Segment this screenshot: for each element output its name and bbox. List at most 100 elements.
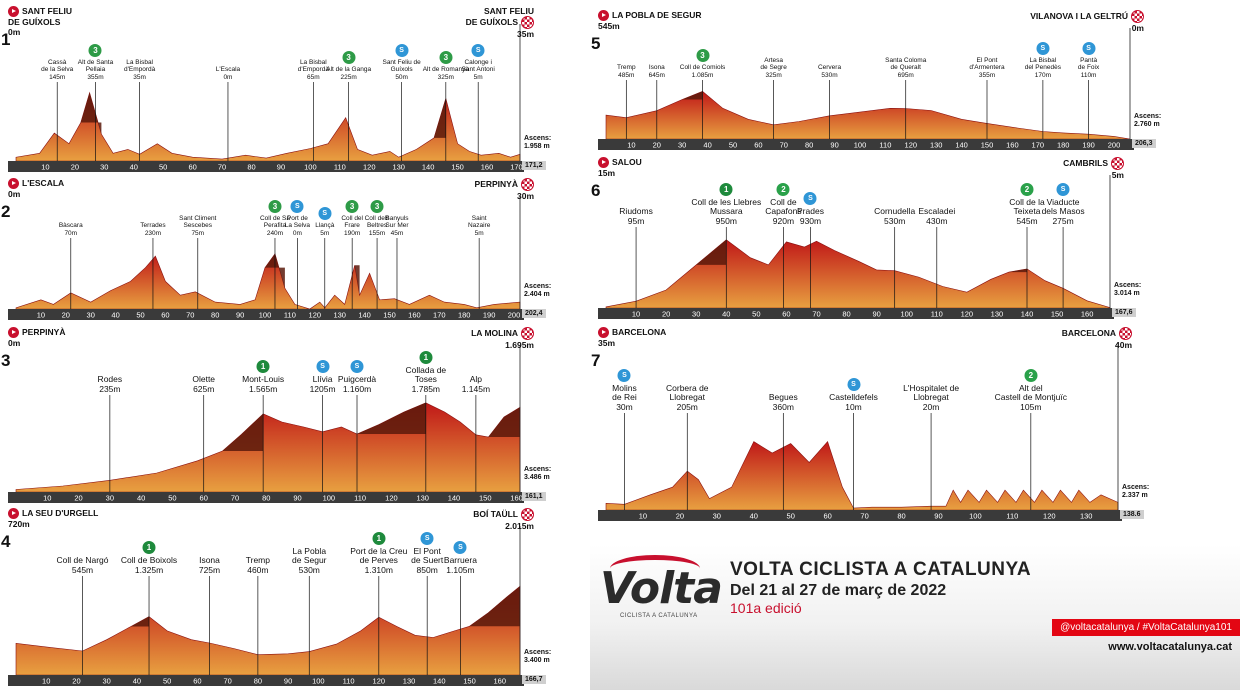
location-label: Cassà de la Selva 145m: [41, 58, 74, 81]
km-tick-label: 140: [955, 141, 968, 150]
profile-area: [605, 239, 1111, 309]
km-tick-label: 160: [510, 494, 523, 503]
location-label: Collada de Toses 1.785m: [405, 364, 447, 394]
stage-7-profile: 10 20 30 40 50 60 70 80 90 100 110 120 130 Molins de …: [591, 327, 1168, 521]
km-tick-label: 50: [136, 311, 144, 320]
ascent-total: Ascens: 1.958 m: [524, 135, 551, 151]
location-label: Coll de Capafons 920m: [765, 196, 802, 226]
km-tick-label: 100: [854, 141, 867, 150]
km-tick-label: 50: [752, 310, 760, 319]
km-tick-label: 50: [159, 163, 167, 172]
stage-2-profile: 10 20 30 40 50 60 70 80 90 100 110 120 130 140 150 160 1…: [1, 178, 570, 320]
km-tick-label: 40: [111, 311, 119, 320]
stage-number: 3: [1, 351, 11, 370]
km-tick-label: 10: [639, 512, 647, 521]
km-tick-label: 40: [137, 494, 145, 503]
sprint-icon: S: [617, 368, 631, 382]
start-town: LA SEU D'URGELL 720m: [8, 508, 98, 529]
finish-name: CAMBRILS: [1063, 157, 1108, 168]
start-town: BARCELONA 35m: [598, 327, 666, 348]
climb-category-icon: 3: [268, 199, 282, 213]
location-label: La Pobla de Segur 530m: [292, 545, 327, 575]
km-tick-label: 130: [392, 163, 405, 172]
km-tick-label: 160: [1006, 141, 1019, 150]
km-tick-label: 70: [218, 163, 226, 172]
km-tick-label: 110: [284, 311, 296, 320]
km-tick-label: 150: [479, 494, 492, 503]
stage-6-chart: 10 20 30 40 50 60 70 80 90 100 110 120 130 140 150 160: [598, 175, 1114, 319]
start-flag-icon: [8, 327, 19, 339]
location-label: Coll del Frare 190m: [341, 214, 363, 237]
km-tick-label: 70: [812, 310, 820, 319]
km-tick-label: 120: [905, 141, 918, 150]
location-label: Puigcerdà 1.160m: [337, 374, 377, 394]
ascent-total: Ascens: 3.400 m: [524, 649, 551, 665]
location-label: L'Escala 0m: [215, 66, 241, 81]
website-link[interactable]: www.voltacatalunya.cat: [1108, 641, 1232, 653]
climb-category-icon: 2: [1020, 182, 1034, 196]
km-tick-label: 100: [969, 512, 982, 521]
km-tick-label: 10: [632, 310, 640, 319]
location-label: Castelldefels 10m: [829, 392, 878, 412]
profile-area: [15, 91, 521, 162]
finish-town: BARCELONA 40m: [1062, 327, 1132, 350]
km-tick-label: 40: [703, 141, 711, 150]
total-distance: 202,4: [522, 309, 546, 318]
km-tick-label: 110: [354, 494, 366, 503]
km-tick-label: 160: [1081, 310, 1094, 319]
sprint-icon: S: [471, 43, 485, 57]
km-axis: [8, 309, 524, 320]
km-tick-label: 10: [41, 163, 49, 172]
stage-2-chart: 10 20 30 40 50 60 70 80 90 100 110 120 130 140 150 160 1…: [8, 196, 524, 320]
km-tick-label: 110: [879, 141, 891, 150]
location-label: Prades 930m: [797, 206, 824, 226]
km-tick-label: 140: [1021, 310, 1034, 319]
km-tick-label: 130: [991, 310, 1004, 319]
km-tick-label: 20: [662, 310, 670, 319]
sprint-icon: S: [395, 43, 409, 57]
stage-5-profile: 10 20 30 40 50 60 70 80 90 100 110 120 130 140 150 160 1…: [591, 10, 1180, 150]
km-tick-label: 110: [1006, 512, 1018, 521]
km-axis: [8, 161, 524, 172]
km-tick-label: 170: [1032, 141, 1045, 150]
km-tick-label: 40: [133, 677, 141, 686]
finish-altitude: 0m: [1131, 23, 1144, 33]
km-tick-label: 10: [43, 494, 51, 503]
climb-category-icon: 1: [372, 531, 386, 545]
finish-flag-icon: [1111, 157, 1124, 170]
km-tick-label: 150: [451, 163, 464, 172]
km-tick-label: 70: [186, 311, 194, 320]
ascent-label: Ascens:: [524, 135, 552, 142]
location-label: Tremp 485m: [617, 64, 636, 79]
climb-category-icon: 1: [719, 182, 733, 196]
location-label: Rodes 235m: [97, 374, 123, 394]
stage-number: 7: [591, 351, 601, 370]
location-label: Escaladei 430m: [918, 206, 956, 226]
start-flag-icon: [8, 6, 19, 18]
finish-altitude: 5m: [1111, 170, 1124, 180]
profile-area: [605, 91, 1131, 140]
km-tick-label: 170: [433, 311, 446, 320]
km-tick-label: 80: [897, 512, 905, 521]
location-label: Viaducte dels Masos 275m: [1041, 196, 1085, 226]
location-label: Santa Coloma de Queralt 695m: [885, 56, 927, 79]
start-name: PERPINYÀ: [22, 327, 66, 337]
km-tick-label: 20: [676, 512, 684, 521]
km-tick-label: 100: [900, 310, 913, 319]
climb-wedge: [354, 265, 360, 296]
location-label: Bàscara 70m: [58, 222, 83, 237]
social-tags[interactable]: @voltacatalunya / #VoltaCatalunya101: [1052, 619, 1240, 636]
start-flag-icon: [8, 178, 19, 190]
km-tick-label: 60: [193, 677, 201, 686]
stage-number: 2: [1, 202, 11, 221]
finish-town: PERPINYÀ 30m: [475, 178, 534, 201]
climb-wedge: [222, 413, 264, 451]
ascent-label: Ascens:: [1114, 282, 1142, 289]
km-tick-label: 150: [463, 677, 476, 686]
km-tick-label: 90: [277, 163, 285, 172]
km-tick-label: 80: [262, 494, 270, 503]
finish-town: BOÍ TAÜLL 2.015m: [473, 508, 534, 531]
sprint-icon: S: [1082, 41, 1096, 55]
km-tick-label: 100: [312, 677, 325, 686]
km-axis: [8, 492, 524, 503]
